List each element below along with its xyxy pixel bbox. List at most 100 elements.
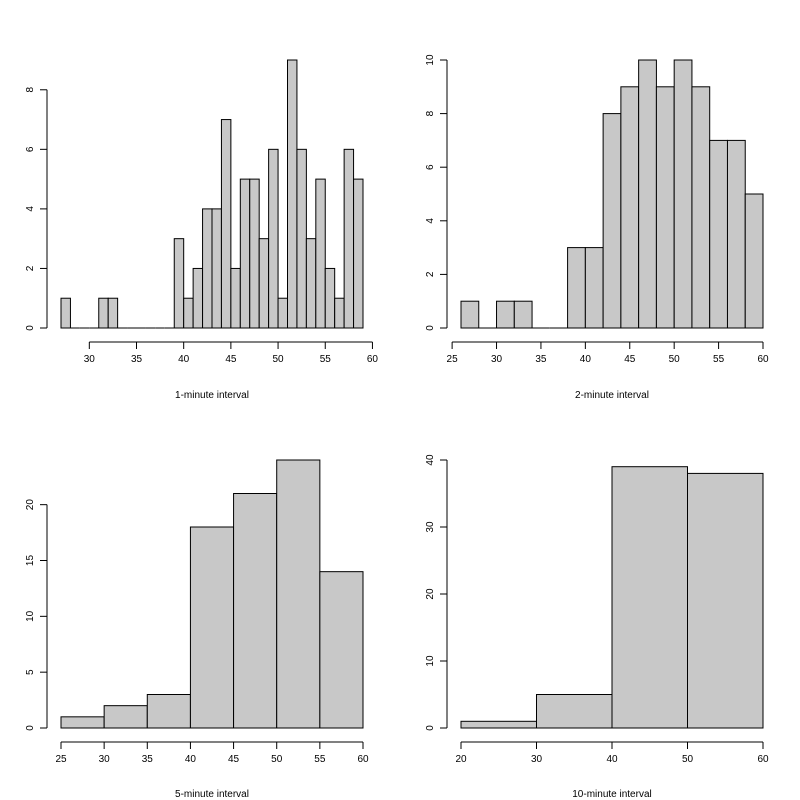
histogram-bar: [268, 148, 279, 329]
x-tick-label: 25: [447, 354, 459, 365]
histogram-bar: [183, 297, 194, 329]
y-tick-label: 4: [25, 206, 36, 212]
histogram-bar: [239, 178, 251, 329]
bars: [460, 59, 764, 329]
histogram-bar: [611, 466, 688, 729]
y-tick-label: 0: [25, 725, 36, 731]
histogram-bar: [103, 705, 148, 729]
y-tick-label: 2: [25, 265, 36, 271]
y-tick-label: 10: [25, 610, 36, 622]
x-tick-label: 40: [178, 354, 190, 365]
histogram-bar: [602, 113, 622, 329]
x-tick-label: 60: [367, 354, 379, 365]
x-tick-label: 55: [320, 354, 332, 365]
histogram-bar: [146, 694, 191, 729]
histogram-bar: [691, 86, 711, 329]
histogram-bar: [567, 247, 586, 329]
x-axis-label: 1-minute interval: [175, 390, 249, 401]
histogram-bar: [276, 459, 321, 729]
histogram-bar: [296, 148, 307, 329]
histogram-bar: [513, 300, 533, 329]
histogram-bar: [687, 472, 764, 729]
y-tick-label: 30: [425, 521, 436, 533]
x-tick-label: 35: [131, 354, 143, 365]
x-tick-label: 50: [273, 354, 285, 365]
y-tick-label: 40: [425, 454, 436, 466]
x-tick-label: 25: [55, 754, 67, 765]
x-axis-label: 2-minute interval: [575, 390, 649, 401]
y-tick-label: 8: [25, 87, 36, 93]
y-tick-label: 20: [25, 499, 36, 511]
x-tick-label: 50: [271, 754, 283, 765]
y-tick-label: 4: [425, 218, 436, 224]
histogram-bar: [726, 139, 746, 329]
histogram-bar: [673, 59, 693, 329]
histogram-bar: [230, 267, 241, 329]
histogram-bar: [744, 193, 764, 329]
histogram-bar: [460, 300, 480, 329]
histogram-bar: [107, 297, 119, 329]
histogram-bar: [173, 238, 185, 329]
histogram-bar: [233, 493, 278, 729]
x-tick-label: 30: [84, 354, 96, 365]
histogram-bar: [315, 178, 326, 329]
y-tick-label: 8: [425, 110, 436, 116]
histogram-bar: [319, 571, 364, 729]
histogram-bar: [305, 238, 317, 329]
x-tick-label: 30: [99, 754, 111, 765]
histogram-bar: [343, 148, 355, 329]
x-tick-label: 60: [757, 354, 769, 365]
histogram-10-minute: 10-minute interval 20 30 40 50 60 0 10 20 30 40: [425, 454, 769, 800]
histogram-bar: [638, 59, 657, 329]
bars: [60, 59, 364, 329]
histogram-bar: [655, 86, 675, 329]
x-tick-label: 55: [314, 754, 326, 765]
x-tick-label: 35: [535, 354, 547, 365]
x-tick-label: 40: [606, 754, 618, 765]
x-axis-label: 5-minute interval: [175, 789, 249, 800]
y-tick-label: 6: [25, 146, 36, 152]
x-tick-label: 50: [682, 754, 694, 765]
histogram-bar: [60, 297, 71, 329]
histogram-bar: [353, 178, 364, 329]
y-tick-label: 10: [425, 655, 436, 667]
histogram-bar: [192, 267, 204, 329]
x-tick-label: 45: [225, 354, 237, 365]
x-axis-label: 10-minute interval: [572, 789, 651, 800]
y-tick-label: 10: [425, 54, 436, 66]
histogram-bar: [584, 247, 604, 329]
x-tick-label: 35: [142, 754, 154, 765]
y-tick-label: 5: [25, 669, 36, 675]
x-tick-label: 30: [491, 354, 503, 365]
y-tick-label: 0: [425, 325, 436, 331]
histogram-bar: [620, 86, 640, 329]
histogram-bar: [189, 526, 235, 729]
x-tick-label: 45: [624, 354, 636, 365]
histogram-bar: [249, 178, 260, 329]
y-tick-label: 20: [425, 588, 436, 600]
histogram-bar: [277, 297, 288, 329]
histogram-1-minute: 1-minute interval 30 35 40 45 50 55 60 0 2 4 6 8: [25, 59, 379, 401]
x-tick-label: 60: [757, 754, 769, 765]
x-tick-label: 60: [357, 754, 369, 765]
histogram-bar: [258, 238, 270, 329]
y-tick-label: 15: [25, 555, 36, 567]
bars: [60, 459, 364, 729]
y-tick-label: 0: [425, 725, 436, 731]
x-tick-label: 40: [185, 754, 197, 765]
histogram-bar: [324, 267, 336, 329]
y-tick-label: 2: [425, 271, 436, 277]
x-tick-label: 40: [580, 354, 592, 365]
x-tick-label: 30: [531, 754, 543, 765]
histogram-bar: [98, 297, 109, 329]
x-tick-label: 55: [713, 354, 725, 365]
histogram-bar: [709, 139, 728, 329]
y-tick-label: 6: [425, 164, 436, 170]
histogram-bar: [202, 208, 213, 329]
histogram-bar: [220, 119, 232, 329]
histogram-bar: [334, 297, 345, 329]
x-tick-label: 50: [669, 354, 681, 365]
histogram-bar: [60, 716, 105, 729]
x-tick-label: 20: [455, 754, 467, 765]
histogram-bar: [460, 720, 537, 729]
